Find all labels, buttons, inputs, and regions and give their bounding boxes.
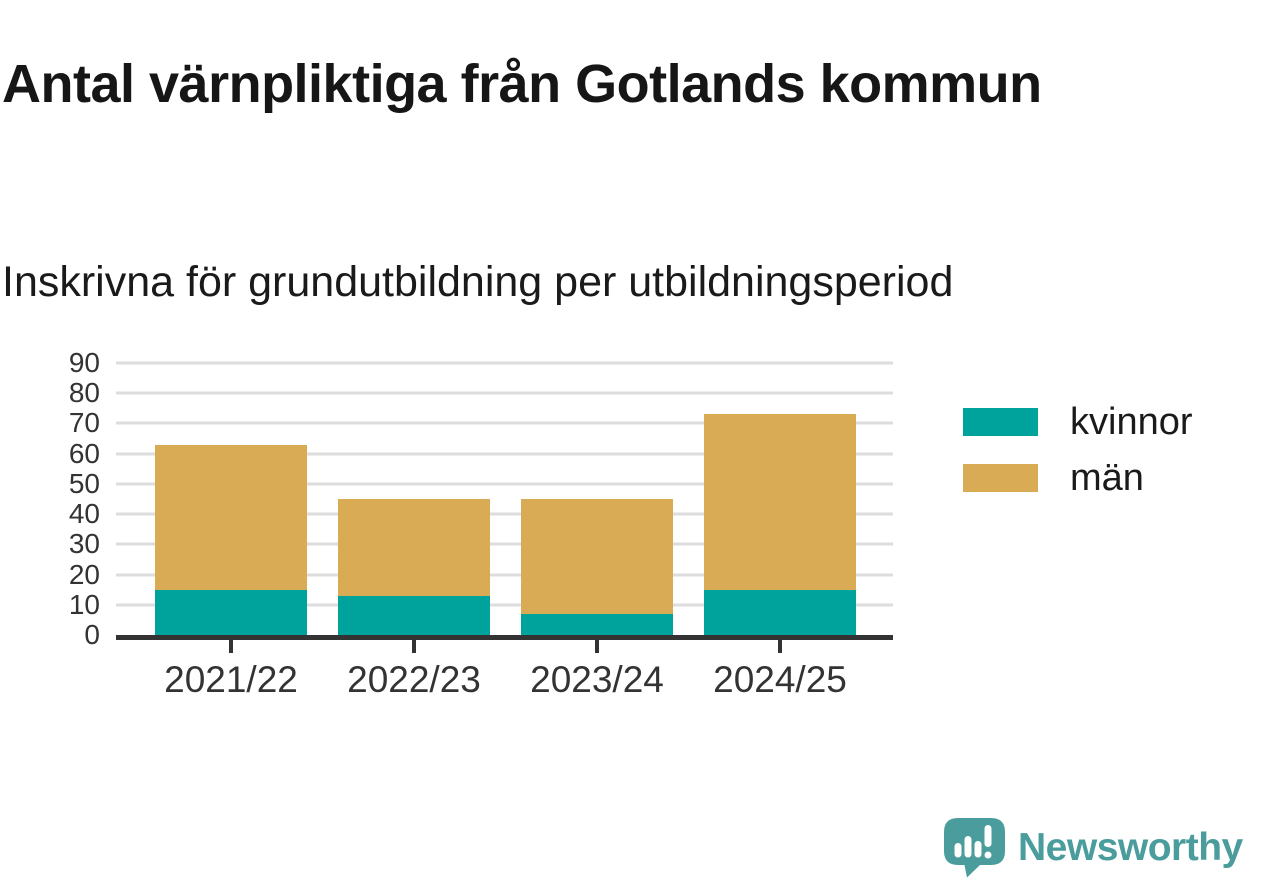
legend-item-man: män <box>963 456 1193 499</box>
x-tick-label-2022/23: 2022/23 <box>347 659 481 700</box>
bar-segment-kvinnor-2024/25 <box>704 589 856 635</box>
bar-segment-män-2021/22 <box>155 444 307 590</box>
legend-swatch-man <box>963 464 1038 492</box>
y-tick-label-10: 10 <box>68 588 100 620</box>
y-tick-label-40: 40 <box>68 498 100 530</box>
x-tick-2022/23 <box>412 640 416 653</box>
gridline-70 <box>116 421 893 425</box>
plot-area <box>116 361 893 635</box>
x-tick-label-2021/22: 2021/22 <box>164 659 298 700</box>
gridline-60 <box>116 452 893 456</box>
gridline-80 <box>116 391 893 395</box>
gridline-50 <box>116 482 893 486</box>
legend: kvinnor män <box>963 400 1193 515</box>
y-tick-label-30: 30 <box>68 528 100 560</box>
gridline-90 <box>116 361 893 365</box>
bar-segment-män-2023/24 <box>521 499 673 614</box>
bar-segment-kvinnor-2022/23 <box>338 595 490 635</box>
chart-title: Antal värnpliktiga från Gotlands kommun <box>2 54 1042 115</box>
newsworthy-logo-icon <box>944 818 1005 878</box>
newsworthy-logo-text: Newsworthy <box>1018 826 1243 869</box>
gridline-20 <box>116 573 893 577</box>
y-tick-label-90: 90 <box>68 347 100 378</box>
bar-segment-män-2024/25 <box>704 414 856 590</box>
gridline-30 <box>116 542 893 546</box>
bar-2023/24 <box>521 363 673 635</box>
gridline-40 <box>116 512 893 516</box>
legend-swatch-kvinnor <box>963 408 1038 436</box>
y-tick-label-70: 70 <box>68 407 100 439</box>
bar-segment-män-2022/23 <box>338 499 490 596</box>
legend-label-kvinnor: kvinnor <box>1070 400 1193 443</box>
x-tick-2021/22 <box>229 640 233 653</box>
x-axis-line <box>116 635 893 640</box>
legend-item-kvinnor: kvinnor <box>963 400 1193 443</box>
bar-2024/25 <box>704 363 856 635</box>
y-tick-label-50: 50 <box>68 467 100 499</box>
y-tick-label-0: 0 <box>84 619 100 650</box>
bar-segment-kvinnor-2021/22 <box>155 589 307 635</box>
y-tick-label-20: 20 <box>68 558 100 590</box>
y-axis-labels: 0 10 20 30 40 50 60 70 80 90 <box>0 347 100 650</box>
y-tick-label-80: 80 <box>68 377 100 409</box>
legend-label-man: män <box>1070 456 1144 499</box>
bar-2021/22 <box>155 363 307 635</box>
x-tick-2024/25 <box>778 640 782 653</box>
newsworthy-logo: Newsworthy <box>944 818 1243 878</box>
y-tick-label-60: 60 <box>68 437 100 469</box>
bar-2022/23 <box>338 363 490 635</box>
x-tick-label-2023/24: 2023/24 <box>530 659 664 700</box>
x-tick-2023/24 <box>595 640 599 653</box>
gridline-10 <box>116 603 893 607</box>
x-tick-label-2024/25: 2024/25 <box>713 659 847 700</box>
chart-subtitle: Inskrivna för grundutbildning per utbild… <box>2 258 954 306</box>
bar-segment-kvinnor-2023/24 <box>521 613 673 635</box>
